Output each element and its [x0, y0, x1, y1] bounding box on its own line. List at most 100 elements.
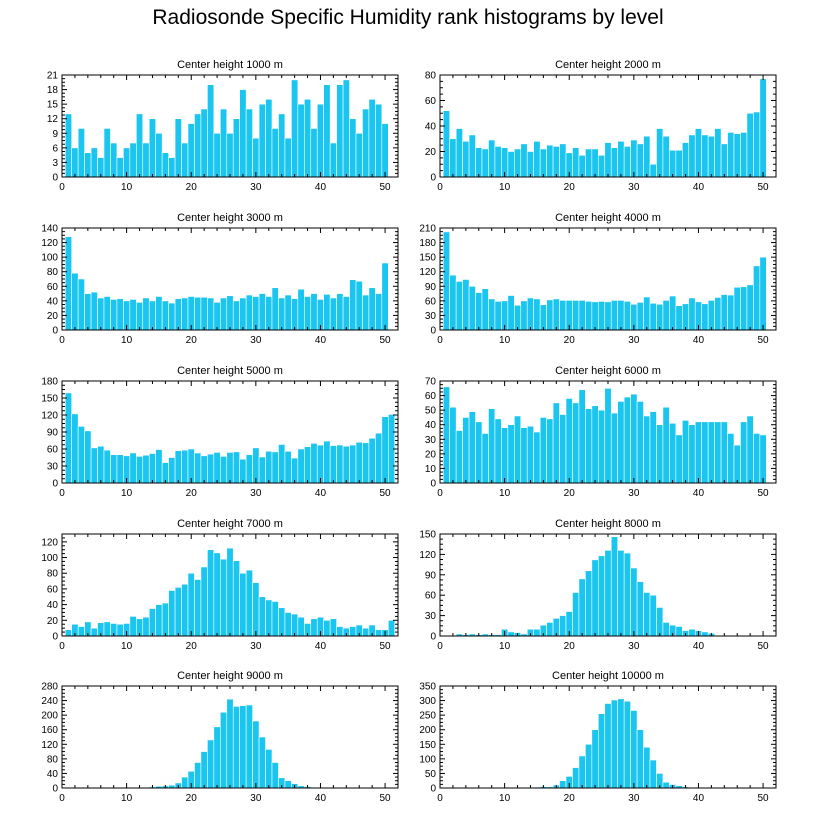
- bar: [682, 303, 690, 331]
- y-tick-label: 150: [419, 530, 436, 541]
- bar: [220, 108, 228, 178]
- bar: [598, 713, 606, 789]
- bar: [462, 279, 470, 331]
- x-tick-label: 40: [315, 182, 327, 193]
- bar: [610, 412, 618, 484]
- bar: [688, 628, 696, 637]
- bar: [155, 449, 163, 484]
- bar: [572, 402, 580, 484]
- bar: [362, 108, 370, 178]
- x-tick-label: 10: [499, 182, 511, 193]
- bar: [213, 302, 221, 331]
- bar: [265, 450, 273, 484]
- x-tick-label: 30: [250, 182, 262, 193]
- y-tick-label: 150: [41, 394, 58, 405]
- y-tick-label: 120: [419, 550, 436, 561]
- bar: [336, 626, 344, 637]
- bar: [585, 148, 593, 178]
- bar: [278, 297, 286, 331]
- y-tick-label: 21: [47, 71, 59, 82]
- x-tick-label: 40: [315, 793, 327, 804]
- bar: [116, 623, 124, 637]
- bar: [514, 148, 522, 178]
- bar: [701, 631, 709, 637]
- bar: [585, 570, 593, 637]
- y-tick-label: 90: [47, 428, 59, 439]
- bar: [207, 453, 215, 484]
- x-tick-label: 40: [315, 641, 327, 652]
- bar: [213, 552, 221, 637]
- bar: [136, 113, 144, 178]
- y-tick-label: 0: [52, 784, 58, 795]
- bar: [701, 421, 709, 484]
- bar: [552, 402, 560, 484]
- x-tick-label: 30: [250, 335, 262, 346]
- bar: [598, 155, 606, 178]
- bar: [381, 262, 389, 331]
- y-tick-label: 0: [52, 173, 58, 184]
- bar: [148, 608, 156, 637]
- bar: [591, 148, 599, 178]
- bar: [316, 444, 324, 484]
- bar: [136, 456, 144, 484]
- histogram-panel-3: Center height 3000 m 0 10 20 30 40 50 0 20 40 60 80…: [41, 212, 399, 346]
- bar: [200, 296, 208, 331]
- bar: [636, 729, 644, 789]
- bar: [682, 420, 690, 484]
- bar: [740, 132, 748, 178]
- bar: [468, 285, 476, 331]
- bar: [539, 417, 547, 484]
- bar: [462, 141, 470, 178]
- bar: [84, 152, 92, 178]
- bar: [187, 572, 195, 637]
- bar: [174, 118, 182, 178]
- bar: [116, 298, 124, 331]
- bar: [375, 103, 383, 178]
- bar: [559, 780, 567, 789]
- bar: [245, 108, 253, 178]
- y-tick-label: 160: [41, 725, 58, 736]
- bar: [662, 300, 670, 331]
- y-tick-label: 60: [47, 584, 59, 595]
- histogram-panel-7: Center height 7000 m 0 10 20 30 40 50 0 20 40 60 80…: [41, 518, 399, 652]
- bar: [630, 139, 638, 178]
- bar: [675, 149, 683, 178]
- x-tick-label: 40: [693, 793, 705, 804]
- bar: [284, 780, 292, 789]
- bar: [662, 781, 670, 789]
- bar: [245, 454, 253, 484]
- bar: [258, 103, 266, 178]
- y-tick-label: 18: [47, 85, 59, 96]
- y-tick-label: 60: [47, 282, 59, 293]
- x-tick-label: 10: [499, 793, 511, 804]
- bar: [630, 567, 638, 637]
- bar: [617, 300, 625, 331]
- bar: [258, 456, 266, 484]
- bar: [585, 743, 593, 789]
- histogram-panel-1: Center height 1000 m 0 10 20 30 40 50 0 3 6 9 12 15 1…: [47, 59, 399, 193]
- bar: [468, 411, 476, 484]
- bar: [375, 629, 383, 637]
- bar: [265, 98, 273, 178]
- bar: [349, 118, 357, 178]
- x-tick-label: 0: [59, 793, 65, 804]
- bar: [362, 627, 370, 637]
- y-tick-label: 180: [419, 238, 436, 249]
- y-tick-label: 210: [419, 224, 436, 235]
- x-tick-label: 50: [380, 641, 392, 652]
- bar: [207, 84, 215, 178]
- y-tick-label: 140: [41, 224, 58, 235]
- bar: [226, 295, 234, 331]
- bar: [142, 454, 150, 484]
- bar: [656, 607, 664, 637]
- bar: [349, 279, 357, 331]
- bar: [136, 302, 144, 331]
- y-tick-label: 9: [52, 129, 58, 140]
- y-tick-label: 0: [430, 326, 436, 337]
- bar: [207, 297, 215, 331]
- y-tick-label: 0: [52, 632, 58, 643]
- y-tick-label: 10: [425, 464, 437, 475]
- bar: [239, 705, 247, 789]
- x-tick-label: 20: [186, 335, 198, 346]
- bar: [520, 143, 528, 178]
